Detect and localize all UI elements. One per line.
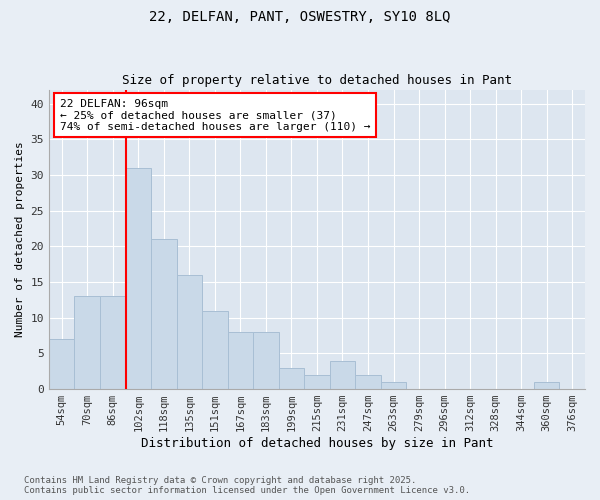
Text: 22 DELFAN: 96sqm
← 25% of detached houses are smaller (37)
74% of semi-detached : 22 DELFAN: 96sqm ← 25% of detached house… bbox=[59, 98, 370, 132]
Bar bbox=[151, 240, 176, 389]
Y-axis label: Number of detached properties: Number of detached properties bbox=[15, 142, 25, 337]
Bar bbox=[49, 339, 74, 389]
Bar bbox=[176, 275, 202, 389]
Bar bbox=[355, 375, 381, 389]
Bar bbox=[125, 168, 151, 389]
Bar bbox=[330, 360, 355, 389]
X-axis label: Distribution of detached houses by size in Pant: Distribution of detached houses by size … bbox=[141, 437, 493, 450]
Bar bbox=[534, 382, 559, 389]
Bar bbox=[100, 296, 125, 389]
Bar bbox=[304, 375, 330, 389]
Bar bbox=[278, 368, 304, 389]
Bar bbox=[74, 296, 100, 389]
Bar bbox=[202, 310, 227, 389]
Bar bbox=[227, 332, 253, 389]
Text: 22, DELFAN, PANT, OSWESTRY, SY10 8LQ: 22, DELFAN, PANT, OSWESTRY, SY10 8LQ bbox=[149, 10, 451, 24]
Text: Contains HM Land Registry data © Crown copyright and database right 2025.
Contai: Contains HM Land Registry data © Crown c… bbox=[24, 476, 470, 495]
Bar bbox=[381, 382, 406, 389]
Bar bbox=[253, 332, 278, 389]
Title: Size of property relative to detached houses in Pant: Size of property relative to detached ho… bbox=[122, 74, 512, 87]
